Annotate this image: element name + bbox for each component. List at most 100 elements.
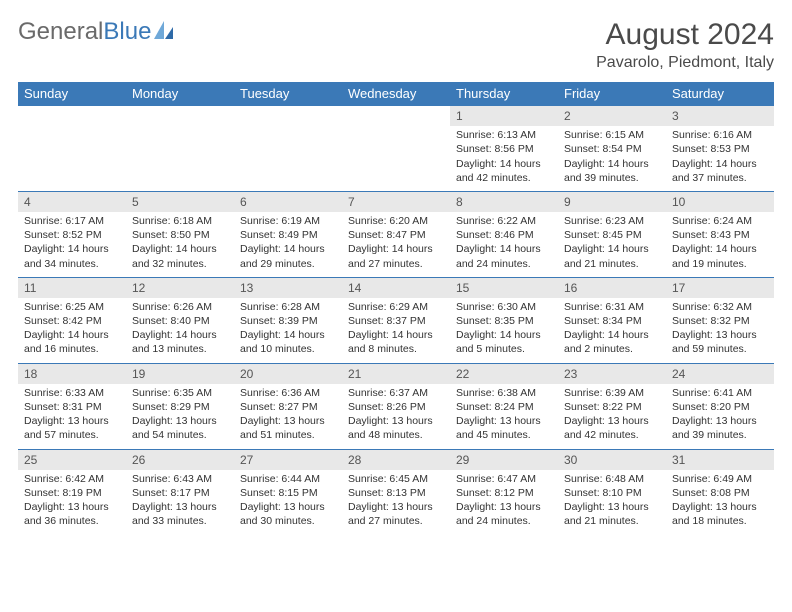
daylight-text-1: Daylight: 14 hours <box>456 328 552 342</box>
sunrise-text: Sunrise: 6:35 AM <box>132 386 228 400</box>
weekday-header: Thursday <box>450 82 558 106</box>
day-number-cell: 8 <box>450 191 558 212</box>
sunset-text: Sunset: 8:10 PM <box>564 486 660 500</box>
sunrise-text: Sunrise: 6:48 AM <box>564 472 660 486</box>
sunrise-text: Sunrise: 6:42 AM <box>24 472 120 486</box>
daylight-text-2: and 39 minutes. <box>564 171 660 185</box>
daylight-text-2: and 30 minutes. <box>240 514 336 528</box>
logo-text-2: Blue <box>103 18 151 46</box>
daylight-text-2: and 48 minutes. <box>348 428 444 442</box>
daylight-text-1: Daylight: 14 hours <box>564 157 660 171</box>
day-number-cell: 10 <box>666 191 774 212</box>
sunset-text: Sunset: 8:56 PM <box>456 142 552 156</box>
daylight-text-1: Daylight: 13 hours <box>24 500 120 514</box>
day-content-cell: Sunrise: 6:42 AMSunset: 8:19 PMDaylight:… <box>18 470 126 535</box>
day-number-cell: 11 <box>18 277 126 298</box>
day-content-cell: Sunrise: 6:19 AMSunset: 8:49 PMDaylight:… <box>234 212 342 277</box>
sunrise-text: Sunrise: 6:47 AM <box>456 472 552 486</box>
day-number-cell: 24 <box>666 363 774 384</box>
day-number-cell: 30 <box>558 449 666 470</box>
sunset-text: Sunset: 8:27 PM <box>240 400 336 414</box>
day-number-cell: 3 <box>666 106 774 127</box>
day-content-cell: Sunrise: 6:24 AMSunset: 8:43 PMDaylight:… <box>666 212 774 277</box>
day-content-cell: Sunrise: 6:43 AMSunset: 8:17 PMDaylight:… <box>126 470 234 535</box>
sunset-text: Sunset: 8:26 PM <box>348 400 444 414</box>
daylight-text-2: and 39 minutes. <box>672 428 768 442</box>
sunset-text: Sunset: 8:31 PM <box>24 400 120 414</box>
sunrise-text: Sunrise: 6:15 AM <box>564 128 660 142</box>
sunrise-text: Sunrise: 6:16 AM <box>672 128 768 142</box>
location: Pavarolo, Piedmont, Italy <box>596 54 774 72</box>
sunrise-text: Sunrise: 6:29 AM <box>348 300 444 314</box>
sunset-text: Sunset: 8:42 PM <box>24 314 120 328</box>
day-number-cell: 13 <box>234 277 342 298</box>
daylight-text-1: Daylight: 13 hours <box>348 414 444 428</box>
day-number-cell: 9 <box>558 191 666 212</box>
sunrise-text: Sunrise: 6:44 AM <box>240 472 336 486</box>
day-content-cell: Sunrise: 6:15 AMSunset: 8:54 PMDaylight:… <box>558 126 666 191</box>
sunrise-text: Sunrise: 6:17 AM <box>24 214 120 228</box>
day-content-row: Sunrise: 6:33 AMSunset: 8:31 PM Daylight:… <box>18 384 774 449</box>
weekday-header: Monday <box>126 82 234 106</box>
daylight-text-1: Daylight: 14 hours <box>564 328 660 342</box>
daylight-text-2: and 2 minutes. <box>564 342 660 356</box>
sunset-text: Sunset: 8:47 PM <box>348 228 444 242</box>
daylight-text-1: Daylight: 14 hours <box>672 242 768 256</box>
day-content-cell: Sunrise: 6:28 AMSunset: 8:39 PMDaylight:… <box>234 298 342 363</box>
sunrise-text: Sunrise: 6:13 AM <box>456 128 552 142</box>
daylight-text-2: and 33 minutes. <box>132 514 228 528</box>
day-number-cell: 14 <box>342 277 450 298</box>
day-content-cell: Sunrise: 6:30 AMSunset: 8:35 PMDaylight:… <box>450 298 558 363</box>
day-number-cell <box>342 106 450 127</box>
day-number-cell: 20 <box>234 363 342 384</box>
weekday-header: Tuesday <box>234 82 342 106</box>
sunset-text: Sunset: 8:39 PM <box>240 314 336 328</box>
day-number-cell: 29 <box>450 449 558 470</box>
sunrise-text: Sunrise: 6:30 AM <box>456 300 552 314</box>
day-content-row: Sunrise: 6:42 AMSunset: 8:19 PMDaylight:… <box>18 470 774 535</box>
sunset-text: Sunset: 8:19 PM <box>24 486 120 500</box>
sunrise-text: Sunrise: 6:20 AM <box>348 214 444 228</box>
daylight-text-1: Daylight: 14 hours <box>24 242 120 256</box>
sunset-text: Sunset: 8:32 PM <box>672 314 768 328</box>
daylight-text-2: and 32 minutes. <box>132 257 228 271</box>
day-number-row: 18192021222324 <box>18 363 774 384</box>
daylight-text-1: Daylight: 13 hours <box>132 414 228 428</box>
day-content-cell: Sunrise: 6:26 AMSunset: 8:40 PMDaylight:… <box>126 298 234 363</box>
day-number-cell: 18 <box>18 363 126 384</box>
sunrise-text: Sunrise: 6:33 AM <box>24 386 120 400</box>
day-content-cell: Sunrise: 6:23 AMSunset: 8:45 PMDaylight:… <box>558 212 666 277</box>
sunrise-text: Sunrise: 6:43 AM <box>132 472 228 486</box>
sunset-text: Sunset: 8:53 PM <box>672 142 768 156</box>
daylight-text-2: and 16 minutes. <box>24 342 120 356</box>
sunrise-text: Sunrise: 6:26 AM <box>132 300 228 314</box>
day-number-cell: 17 <box>666 277 774 298</box>
daylight-text-1: Daylight: 13 hours <box>348 500 444 514</box>
daylight-text-2: and 24 minutes. <box>456 514 552 528</box>
day-number-cell <box>18 106 126 127</box>
sunset-text: Sunset: 8:20 PM <box>672 400 768 414</box>
daylight-text-2: and 21 minutes. <box>564 514 660 528</box>
day-number-cell: 21 <box>342 363 450 384</box>
daylight-text-2: and 27 minutes. <box>348 257 444 271</box>
day-number-cell: 22 <box>450 363 558 384</box>
day-number-cell: 27 <box>234 449 342 470</box>
day-content-cell: Sunrise: 6:25 AMSunset: 8:42 PMDaylight:… <box>18 298 126 363</box>
daylight-text-2: and 18 minutes. <box>672 514 768 528</box>
daylight-text-2: and 10 minutes. <box>240 342 336 356</box>
daylight-text-2: and 57 minutes. <box>24 428 120 442</box>
weekday-header: Wednesday <box>342 82 450 106</box>
day-content-cell <box>342 126 450 191</box>
month-title: August 2024 <box>596 18 774 52</box>
sunset-text: Sunset: 8:43 PM <box>672 228 768 242</box>
daylight-text-1: Daylight: 14 hours <box>348 328 444 342</box>
sunrise-text: Sunrise: 6:45 AM <box>348 472 444 486</box>
sunrise-text: Sunrise: 6:41 AM <box>672 386 768 400</box>
day-number-row: 45678910 <box>18 191 774 212</box>
daylight-text-1: Daylight: 13 hours <box>564 500 660 514</box>
daylight-text-2: and 37 minutes. <box>672 171 768 185</box>
day-content-cell: Sunrise: 6:31 AMSunset: 8:34 PMDaylight:… <box>558 298 666 363</box>
sunrise-text: Sunrise: 6:38 AM <box>456 386 552 400</box>
sunrise-text: Sunrise: 6:23 AM <box>564 214 660 228</box>
day-number-cell: 2 <box>558 106 666 127</box>
